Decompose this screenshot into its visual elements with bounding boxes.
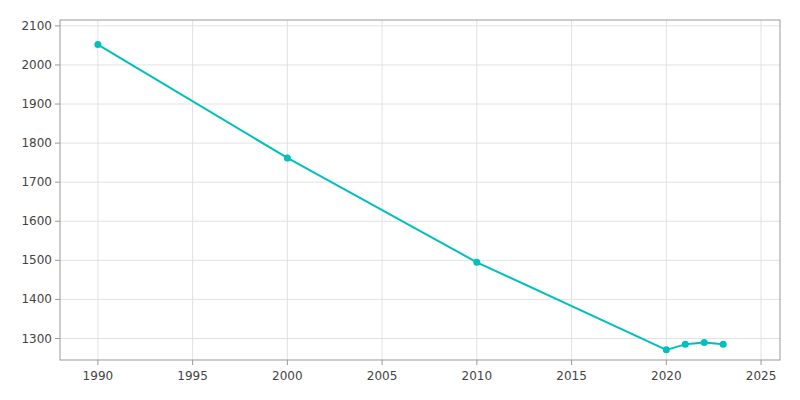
y-tick <box>55 104 60 105</box>
y-tick-label: 2000 <box>21 58 52 72</box>
x-tick <box>97 360 98 365</box>
grid-line-x <box>571 20 572 360</box>
point <box>663 346 670 353</box>
data-layer <box>94 41 726 353</box>
y-tick-label: 1300 <box>21 332 52 346</box>
grid-line-y <box>60 299 780 300</box>
x-tick <box>761 360 762 365</box>
chart-container: 1990 1995 2000 2005 2010 2015 2020 2025 1300 1400… <box>0 0 800 400</box>
grid-line-y <box>60 25 780 26</box>
grid <box>60 20 780 360</box>
x-tick <box>287 360 288 365</box>
y-tick-label: 1900 <box>21 97 52 111</box>
grid-line-x <box>666 20 667 360</box>
point <box>94 41 101 48</box>
x-tick <box>192 360 193 365</box>
y-tick <box>55 143 60 144</box>
grid-line-y <box>60 182 780 183</box>
y-tick <box>55 64 60 65</box>
grid-line-y <box>60 221 780 222</box>
grid-line-x <box>97 20 98 360</box>
x-tick-label: 2005 <box>367 369 398 383</box>
y-tick-label: 1700 <box>21 175 52 189</box>
axes: 1990 1995 2000 2005 2010 2015 2020 2025 1300 1400… <box>21 19 776 383</box>
y-tick-label: 1500 <box>21 253 52 267</box>
y-tick <box>55 338 60 339</box>
x-tick-label: 2025 <box>746 369 777 383</box>
grid-line-y <box>60 143 780 144</box>
y-tick-label: 1400 <box>21 292 52 306</box>
x-tick-label: 2010 <box>462 369 493 383</box>
grid-line-x <box>287 20 288 360</box>
y-tick-label: 1800 <box>21 136 52 150</box>
point <box>682 341 689 348</box>
grid-line-x <box>476 20 477 360</box>
point <box>473 259 480 266</box>
x-tick <box>476 360 477 365</box>
y-tick <box>55 182 60 183</box>
y-tick <box>55 25 60 26</box>
point <box>284 154 291 161</box>
x-tick <box>666 360 667 365</box>
chart-svg: 1990 1995 2000 2005 2010 2015 2020 2025 1300 1400… <box>0 0 800 400</box>
point <box>701 339 708 346</box>
line <box>98 45 723 350</box>
plot-frame <box>60 20 780 360</box>
x-tick <box>382 360 383 365</box>
grid-line-y <box>60 260 780 261</box>
grid-line-x <box>382 20 383 360</box>
x-tick-label: 1995 <box>177 369 208 383</box>
y-tick-label: 1600 <box>21 214 52 228</box>
grid-line-y <box>60 104 780 105</box>
x-tick-label: 1990 <box>83 369 114 383</box>
x-tick <box>571 360 572 365</box>
y-tick <box>55 221 60 222</box>
grid-line-x <box>192 20 193 360</box>
point <box>720 341 727 348</box>
grid-line-y <box>60 64 780 65</box>
grid-line-x <box>761 20 762 360</box>
x-tick-label: 2020 <box>651 369 682 383</box>
y-tick-label: 2100 <box>21 19 52 33</box>
x-tick-label: 2015 <box>556 369 587 383</box>
y-tick <box>55 260 60 261</box>
x-tick-label: 2000 <box>272 369 303 383</box>
grid-line-y <box>60 338 780 339</box>
y-tick <box>55 299 60 300</box>
